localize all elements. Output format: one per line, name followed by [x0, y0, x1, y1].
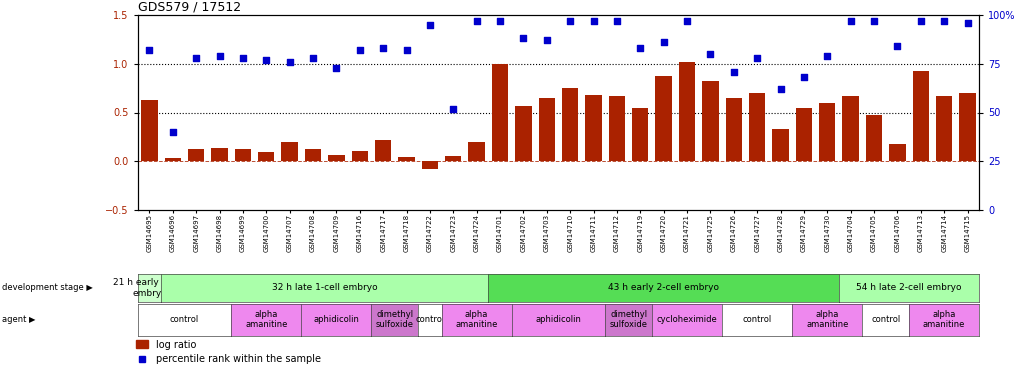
Point — [935, 18, 952, 24]
Bar — [795, 108, 811, 161]
Bar — [164, 158, 180, 161]
Point — [959, 20, 975, 26]
Bar — [328, 155, 344, 161]
Bar — [912, 70, 928, 161]
Bar — [515, 106, 531, 161]
Bar — [655, 76, 672, 161]
Point — [608, 18, 625, 24]
Text: agent ▶: agent ▶ — [2, 315, 36, 324]
Bar — [141, 100, 157, 161]
Point — [912, 18, 928, 24]
Point — [328, 64, 344, 70]
Text: dimethyl
sulfoxide: dimethyl sulfoxide — [375, 310, 414, 329]
Point — [889, 43, 905, 49]
Bar — [959, 93, 975, 161]
Bar — [352, 150, 368, 161]
Bar — [585, 95, 601, 161]
Text: alpha
amanitine: alpha amanitine — [805, 310, 848, 329]
Text: dimethyl
sulfoxide: dimethyl sulfoxide — [609, 310, 647, 329]
Bar — [889, 144, 905, 161]
Bar — [935, 96, 952, 161]
Point — [842, 18, 858, 24]
Point — [352, 47, 368, 53]
Bar — [187, 148, 204, 161]
Bar — [491, 64, 507, 161]
Legend: log ratio, percentile rank within the sample: log ratio, percentile rank within the sa… — [132, 336, 324, 368]
Text: development stage ▶: development stage ▶ — [2, 284, 93, 292]
Bar — [398, 158, 415, 161]
Bar — [865, 116, 881, 161]
Bar — [561, 88, 578, 161]
Point — [258, 57, 274, 63]
Point — [305, 55, 321, 61]
Point — [491, 18, 507, 24]
Bar — [234, 148, 251, 161]
Text: 54 h late 2-cell embryo: 54 h late 2-cell embryo — [856, 284, 961, 292]
Point — [444, 106, 461, 112]
Bar — [748, 93, 764, 161]
Point — [795, 74, 811, 80]
Bar — [305, 148, 321, 161]
Bar — [771, 129, 788, 161]
Point — [561, 18, 578, 24]
Text: control: control — [870, 315, 900, 324]
Bar — [444, 156, 461, 161]
Bar — [211, 148, 227, 161]
Bar — [818, 103, 835, 161]
Point — [818, 53, 835, 59]
Point — [679, 18, 695, 24]
Point — [585, 18, 601, 24]
Point — [211, 53, 227, 59]
Text: alpha
amanitine: alpha amanitine — [455, 310, 497, 329]
Point — [164, 129, 180, 135]
Point — [538, 38, 554, 44]
Point — [865, 18, 881, 24]
Point — [632, 45, 648, 51]
Point — [234, 55, 251, 61]
Bar — [842, 96, 858, 161]
Bar — [421, 161, 437, 169]
Point — [468, 18, 484, 24]
Point — [515, 35, 531, 41]
Point — [398, 47, 415, 53]
Text: control: control — [742, 315, 771, 324]
Text: 21 h early 1-cell
embryo: 21 h early 1-cell embryo — [112, 278, 185, 297]
Bar — [701, 81, 717, 161]
Bar — [608, 96, 625, 161]
Text: 43 h early 2-cell embryo: 43 h early 2-cell embryo — [607, 284, 718, 292]
Bar — [258, 152, 274, 161]
Bar — [468, 142, 484, 161]
Bar — [679, 62, 695, 161]
Bar — [725, 98, 741, 161]
Point — [725, 69, 741, 75]
Text: control: control — [169, 315, 199, 324]
Point — [141, 47, 157, 53]
Point — [655, 39, 672, 45]
Text: aphidicolin: aphidicolin — [535, 315, 581, 324]
Point — [421, 22, 437, 28]
Text: cycloheximide: cycloheximide — [656, 315, 716, 324]
Text: alpha
amanitine: alpha amanitine — [245, 310, 287, 329]
Bar — [632, 108, 648, 161]
Text: GDS579 / 17512: GDS579 / 17512 — [138, 1, 240, 14]
Text: control: control — [415, 315, 444, 324]
Bar — [375, 140, 391, 161]
Text: 32 h late 1-cell embryo: 32 h late 1-cell embryo — [272, 284, 377, 292]
Point — [771, 86, 788, 92]
Bar — [281, 142, 298, 161]
Bar — [538, 98, 554, 161]
Point — [187, 55, 204, 61]
Point — [375, 45, 391, 51]
Point — [281, 59, 298, 65]
Text: aphidicolin: aphidicolin — [313, 315, 359, 324]
Point — [748, 55, 764, 61]
Text: alpha
amanitine: alpha amanitine — [922, 310, 964, 329]
Point — [701, 51, 717, 57]
